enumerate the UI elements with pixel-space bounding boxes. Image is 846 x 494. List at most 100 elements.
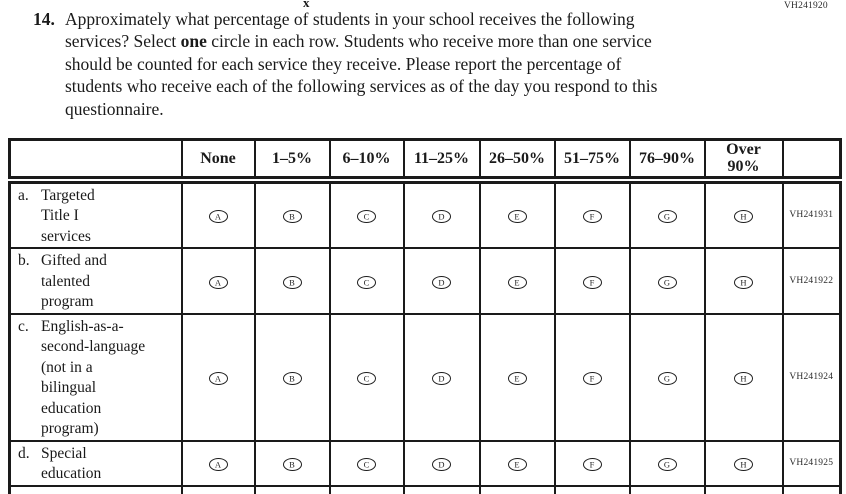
option-letter: F <box>589 459 595 470</box>
option-circle-b-E[interactable]: E <box>507 275 527 289</box>
option-circle-d-B[interactable]: B <box>282 457 302 471</box>
option-cell-c-G: G <box>628 312 706 442</box>
option-circle-b-D[interactable]: D <box>432 275 451 289</box>
row-label: c. English-as-a- second-language (not in… <box>11 315 181 440</box>
row-label: b. Gifted and talented program <box>11 249 181 313</box>
option-cell-d-C: C <box>328 439 405 487</box>
option-cell-a-C: C <box>328 178 405 249</box>
option-cell-d-F: F <box>553 439 631 487</box>
option-cell-d-D: D <box>402 439 481 487</box>
row-label-cell: a. Targeted Title I services <box>8 178 183 249</box>
option-circle-d-E[interactable]: E <box>507 457 527 471</box>
option-cell-d-H: H <box>703 439 784 487</box>
question-line-bold-word: one <box>180 31 207 52</box>
option-circle-b-C[interactable]: C <box>357 275 376 289</box>
option-circle-b-G[interactable]: G <box>657 275 677 289</box>
option-cell-a-H: H <box>703 178 784 249</box>
option-circle-b-B[interactable]: B <box>282 275 302 289</box>
question-line-segment: circle in each row. Students who receive… <box>206 31 652 52</box>
option-letter: C <box>363 277 370 288</box>
option-letter: H <box>740 459 747 470</box>
option-letter: A <box>214 459 222 470</box>
option-circle-c-A[interactable]: A <box>208 371 228 385</box>
option-circle-c-G[interactable]: G <box>657 371 677 385</box>
table-row-c: c. English-as-a- second-language (not in… <box>8 312 842 442</box>
question-block: 14. Approximately what percentage of stu… <box>33 8 657 120</box>
option-circle-a-B[interactable]: B <box>282 210 302 223</box>
option-letter: F <box>589 277 595 288</box>
question-accession-code: VH241920 <box>784 1 828 11</box>
question-text: Approximately what percentage of student… <box>65 8 657 120</box>
option-circle-c-H[interactable]: H <box>734 371 753 385</box>
option-cell-c-F: F <box>553 312 631 442</box>
option-cell-c-B: B <box>253 312 331 442</box>
option-cell-a-B: B <box>253 178 331 249</box>
option-circle-c-E[interactable]: E <box>507 371 527 385</box>
option-letter: G <box>663 211 671 222</box>
option-circle-a-G[interactable]: G <box>657 210 677 223</box>
option-cell-a-D: D <box>402 178 481 249</box>
services-percentage-table: None 1–5% 6–10% 11–25% 26–50% 51–75% 76–… <box>8 138 842 494</box>
option-letter: C <box>363 373 370 384</box>
option-cell-b-F: F <box>553 247 631 315</box>
option-circle-a-H[interactable]: H <box>734 210 753 223</box>
option-letter: E <box>514 277 520 288</box>
option-circle-c-B[interactable]: B <box>282 371 302 385</box>
header-76-90: 76–90% <box>628 138 706 184</box>
row-letter: c. <box>18 317 29 335</box>
option-circle-d-D[interactable]: D <box>432 457 451 471</box>
table-header-row: None 1–5% 6–10% 11–25% 26–50% 51–75% 76–… <box>8 138 842 184</box>
option-letter: D <box>438 373 445 384</box>
option-cell-c-D: D <box>402 312 481 442</box>
row-code: VH241922 <box>781 247 842 315</box>
option-circle-c-C[interactable]: C <box>357 371 376 385</box>
option-circle-b-H[interactable]: H <box>734 275 753 289</box>
option-cell-a-A: A <box>180 178 256 249</box>
option-circle-a-F[interactable]: F <box>582 210 602 223</box>
header-none: None <box>180 138 256 184</box>
option-circle-a-A[interactable]: A <box>208 210 228 223</box>
option-circle-a-C[interactable]: C <box>357 210 376 223</box>
option-circle-d-F[interactable]: F <box>582 457 602 471</box>
option-cell-b-D: D <box>402 247 481 315</box>
table-row-b: b. Gifted and talented program A B C D E… <box>8 247 842 315</box>
option-circle-a-D[interactable]: D <box>432 210 451 223</box>
header-1-5: 1–5% <box>253 138 331 184</box>
question-line: questionnaire. <box>65 98 164 119</box>
option-circle-b-A[interactable]: A <box>208 275 228 289</box>
option-cell-b-A: A <box>180 247 256 315</box>
option-letter: B <box>289 459 295 470</box>
option-circle-c-D[interactable]: D <box>432 371 451 385</box>
option-letter: D <box>438 211 445 222</box>
option-cell-b-G: G <box>628 247 706 315</box>
header-over-90: Over 90% <box>703 138 784 184</box>
option-letter: B <box>289 373 295 384</box>
option-circle-d-A[interactable]: A <box>208 457 228 471</box>
table-row-d: d. Special education A B C D E F G H VH2… <box>8 439 842 487</box>
option-circle-d-G[interactable]: G <box>657 457 677 471</box>
row-code: VH241924 <box>781 312 842 442</box>
row-label-text: Targeted Title I services <box>41 186 95 245</box>
row-label: a. Targeted Title I services <box>11 184 181 248</box>
option-cell-a-G: G <box>628 178 706 249</box>
question-line-segment: services? Select <box>65 31 181 52</box>
row-label-text: Gifted and talented program <box>41 252 107 310</box>
question-line: should be counted for each service they … <box>65 53 622 74</box>
header-26-50: 26–50% <box>478 138 556 184</box>
option-letter: A <box>214 211 222 222</box>
question-line: Approximately what percentage of student… <box>65 9 635 29</box>
option-circle-d-H[interactable]: H <box>734 457 753 471</box>
option-circle-d-C[interactable]: C <box>357 457 376 471</box>
option-circle-c-F[interactable]: F <box>582 371 602 385</box>
option-circle-a-E[interactable]: E <box>507 210 527 223</box>
option-cell-c-E: E <box>478 312 556 442</box>
row-letter: d. <box>18 444 30 462</box>
option-circle-b-F[interactable]: F <box>582 275 602 289</box>
option-cell-c-C: C <box>328 312 405 442</box>
option-letter: C <box>363 459 370 470</box>
row-label-cell: b. Gifted and talented program <box>8 247 183 315</box>
option-cell-c-A: A <box>180 312 256 442</box>
option-letter: D <box>438 277 445 288</box>
table-row-partial-clipped <box>8 484 842 494</box>
